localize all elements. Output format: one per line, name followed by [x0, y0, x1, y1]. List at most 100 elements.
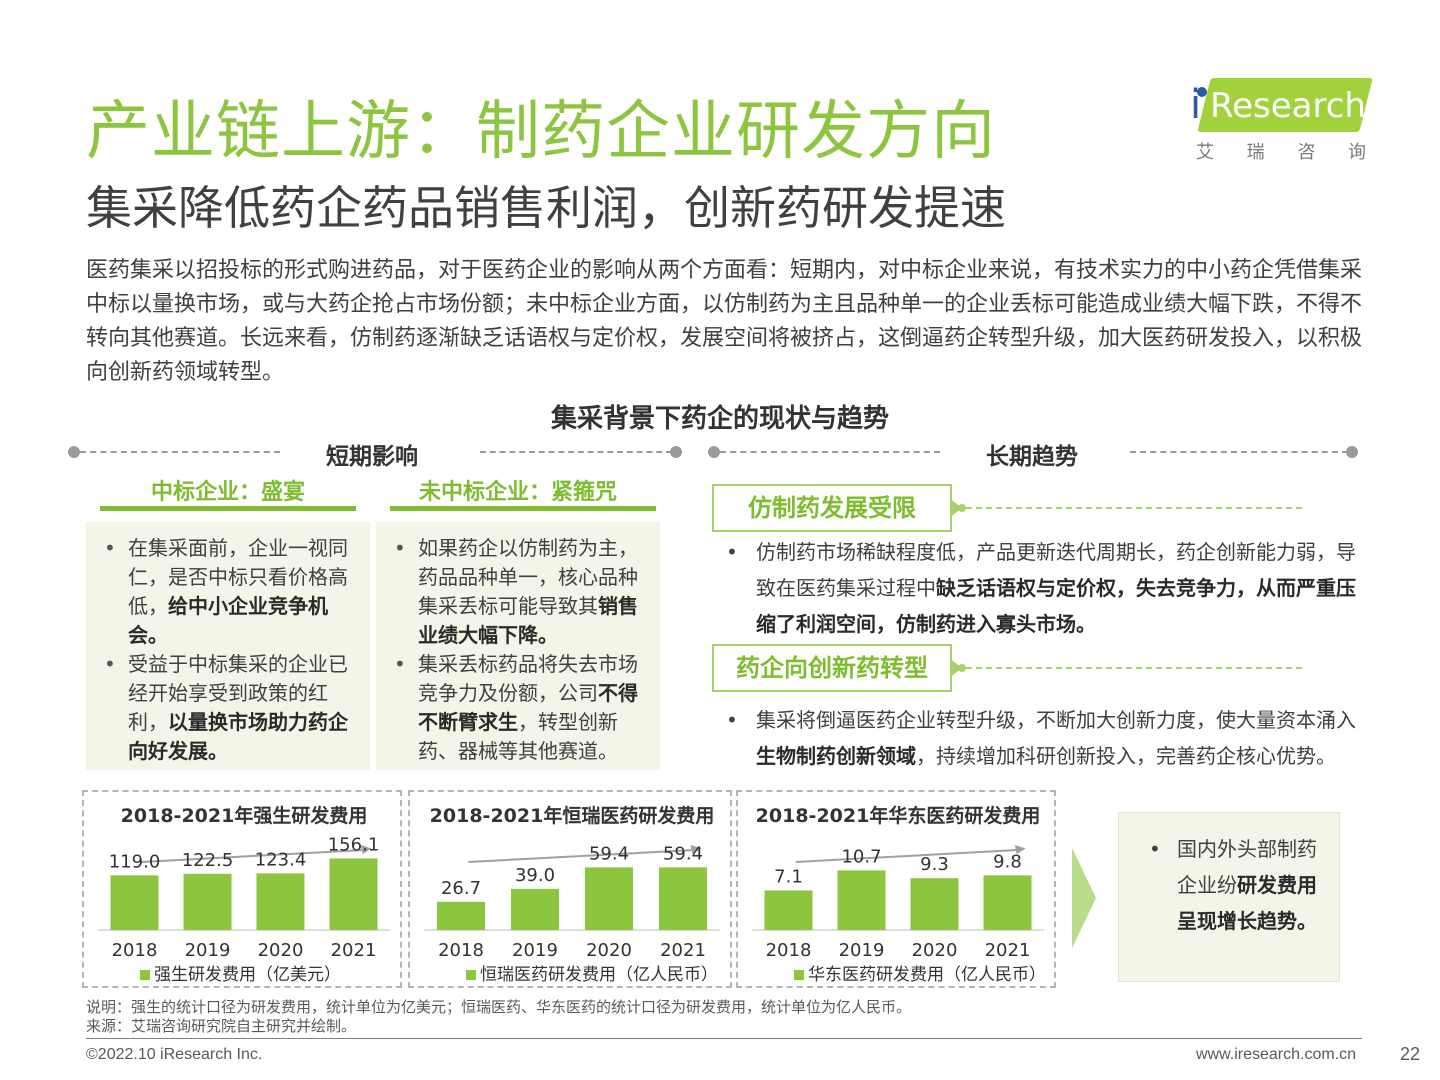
list-item: 受益于中标集采的企业已经开始享受到政策的红利，以量换市场助力药企向好发展。 [104, 650, 356, 766]
bar [511, 888, 559, 930]
trend-arrow-head [360, 845, 372, 854]
list-item: 在集采面前，企业一视同仁，是否中标只看价格高低，给中小企业竞争机会。 [104, 534, 356, 650]
data-label: 9.3 [920, 854, 949, 875]
winning-firms-underline [100, 506, 356, 511]
tick-label: 2019 [839, 940, 885, 961]
timeline-dash [80, 451, 280, 453]
legend-label: 华东医药研发费用（亿人民币） [808, 965, 1046, 985]
tick-label: 2021 [660, 940, 706, 961]
logo-cn-char: 询 [1347, 142, 1366, 163]
tick-label: 2020 [912, 940, 958, 961]
footer-website: www.iresearch.com.cn [1196, 1046, 1357, 1063]
data-label: 119.0 [109, 851, 161, 872]
trend-innovation-box: 药企向创新药转型 [712, 644, 952, 692]
bar [837, 870, 886, 930]
data-label: 9.8 [993, 851, 1022, 872]
data-label: 10.7 [841, 846, 881, 867]
data-label: 156.1 [328, 834, 380, 855]
bar [585, 867, 633, 930]
list-item: 集采丢标药品将失去市场竞争力及份额，公司不得不断臂求生，转型创新药、器械等其他赛… [394, 650, 646, 766]
list-item: 如果药企以仿制药为主，药品品种单一，核心品种集采丢标可能导致其销售业绩大幅下降。 [394, 534, 646, 650]
data-label: 122.5 [182, 850, 234, 871]
bar [983, 875, 1032, 930]
tick-label: 2019 [185, 940, 231, 961]
chart-title: 2018-2021年恒瑞医药研发费用 [430, 804, 715, 827]
section-title: 集采背景下药企的现状与趋势 [550, 404, 889, 434]
chart-title: 2018-2021年华东医药研发费用 [756, 804, 1041, 827]
bullet: • [726, 540, 738, 564]
chart-jnj: 2018-2021年强生研发费用 119.0 2018 122.5 2019 123.4 2… [82, 790, 402, 988]
data-label: 7.1 [774, 866, 803, 887]
trend-arrow-head [1014, 845, 1026, 854]
losing-firms-panel: 如果药企以仿制药为主，药品品种单一，核心品种集采丢标可能导致其销售业绩大幅下降。… [376, 522, 660, 770]
losing-firms-underline [390, 506, 656, 511]
intro-paragraph: 医药集采以招投标的形式购进药品，对于医药企业的影响从两个方面看：短期内，对中标企… [86, 258, 1363, 385]
bullet: • [726, 708, 738, 732]
chevron-right-icon [1072, 848, 1096, 948]
losing-firms-title: 未中标企业：紧箍咒 [418, 480, 617, 505]
timeline-dot [708, 446, 720, 458]
logo-cn: 艾 瑞 咨 询 [1196, 138, 1366, 164]
trend-arrow [952, 500, 962, 516]
bar [764, 890, 813, 930]
trend-innovation-text: • 集采将倒逼医药企业转型升级，不断加大创新力度，使大量资本涌入生物制药创新领域，… [726, 702, 1362, 774]
bar [110, 875, 159, 930]
short-term-label: 短期影响 [326, 444, 418, 470]
tick-label: 2021 [331, 940, 377, 961]
winning-firms-title: 中标企业：盛宴 [150, 480, 305, 505]
footer-copyright: ©2022.10 iResearch Inc. [86, 1046, 263, 1063]
trend-arrow [952, 660, 962, 676]
trend-arrow-line [795, 849, 1018, 863]
timeline-dash [720, 451, 940, 453]
bar [910, 878, 959, 930]
bar [329, 858, 378, 930]
footnote-source: 来源：艾瑞咨询研究院自主研究并绘制。 [86, 1017, 357, 1035]
trend-dash [966, 667, 1302, 669]
logo-cn-char: 咨 [1297, 142, 1316, 163]
data-label: 123.4 [255, 849, 307, 870]
trend-arrow-line [141, 849, 364, 863]
legend-swatch [794, 970, 804, 980]
bullet: • [1149, 837, 1161, 861]
trend-arrow-line [468, 849, 694, 863]
bar [659, 867, 707, 930]
chart-hengrui: 2018-2021年恒瑞医药研发费用 26.7 2018 39.0 2019 59.4 20… [408, 790, 732, 988]
legend-swatch [466, 970, 476, 980]
trend-dash [966, 507, 1302, 509]
timeline-dot [1346, 446, 1358, 458]
data-label: 59.4 [663, 843, 703, 864]
logo-cn-char: 艾 [1196, 142, 1214, 163]
rd-trend-note: • 国内外头部制药企业纷研发费用呈现增长趋势。 [1118, 812, 1340, 982]
legend-label: 强生研发费用（亿美元） [154, 965, 341, 985]
trend-generic-limited-box: 仿制药发展受限 [712, 484, 952, 532]
trend-arrow-head [690, 845, 702, 854]
page-title: 产业链上游：制药企业研发方向 [86, 95, 996, 169]
tick-label: 2019 [512, 940, 558, 961]
logo-text: Research [1210, 86, 1366, 126]
footnote-explain: 说明：强生的统计口径为研发费用，统计单位为亿美元；恒瑞医药、华东医药的统计口径为… [86, 998, 912, 1016]
logo-cn-char: 瑞 [1246, 142, 1265, 163]
tick-label: 2020 [258, 940, 304, 961]
trend-dot [958, 664, 966, 672]
tick-label: 2020 [586, 940, 632, 961]
legend-swatch [140, 970, 150, 980]
tick-label: 2018 [438, 940, 484, 961]
chart-jnj-svg: 2018-2021年强生研发费用 119.0 2018 122.5 2019 123.4 2… [98, 804, 390, 985]
footer-divider [86, 1038, 1362, 1039]
chart-huadong: 2018-2021年华东医药研发费用 7.1 2018 10.7 2019 9.3 2020… [736, 790, 1056, 988]
data-label: 26.7 [441, 878, 481, 899]
tick-label: 2021 [985, 940, 1031, 961]
timeline-dot [68, 446, 80, 458]
tick-label: 2018 [766, 940, 812, 961]
trend-generic-text: • 仿制药市场稀缺程度低，产品更新迭代周期长，药企创新能力弱，导致在医药集采过程中… [726, 534, 1356, 642]
data-label: 39.0 [515, 865, 555, 886]
chart-title: 2018-2021年强生研发费用 [121, 804, 368, 827]
legend-label: 恒瑞医药研发费用（亿人民币） [480, 965, 718, 985]
bar [183, 873, 232, 930]
bar [256, 873, 305, 930]
bar [437, 901, 485, 930]
long-term-label: 长期趋势 [986, 444, 1078, 470]
chart-huadong-svg: 2018-2021年华东医药研发费用 7.1 2018 10.7 2019 9.3 2020… [752, 804, 1046, 985]
timeline-dash [1130, 451, 1348, 453]
timeline-dash [480, 451, 672, 453]
